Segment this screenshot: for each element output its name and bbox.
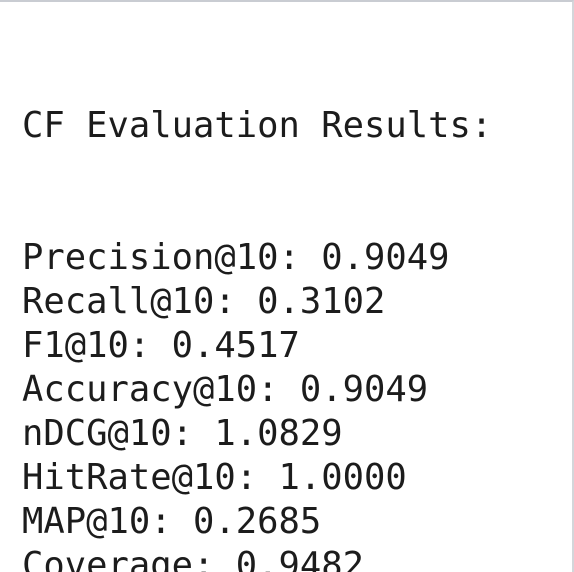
output-title: CF Evaluation Results: bbox=[22, 105, 493, 146]
metric-line: Accuracy@10: 0.9049 bbox=[22, 369, 429, 410]
metric-line: nDCG@10: 1.0829 bbox=[22, 413, 343, 454]
output-text: CF Evaluation Results: Precision@10: 0.9… bbox=[22, 16, 514, 572]
metric-line: F1@10: 0.4517 bbox=[22, 325, 300, 366]
metric-line: Precision@10: 0.9049 bbox=[22, 237, 450, 278]
metric-line: Recall@10: 0.3102 bbox=[22, 281, 386, 322]
metric-line: MAP@10: 0.2685 bbox=[22, 501, 322, 542]
metric-line: HitRate@10: 1.0000 bbox=[22, 457, 407, 498]
metric-line: Coverage: 0.9482 bbox=[22, 545, 364, 572]
